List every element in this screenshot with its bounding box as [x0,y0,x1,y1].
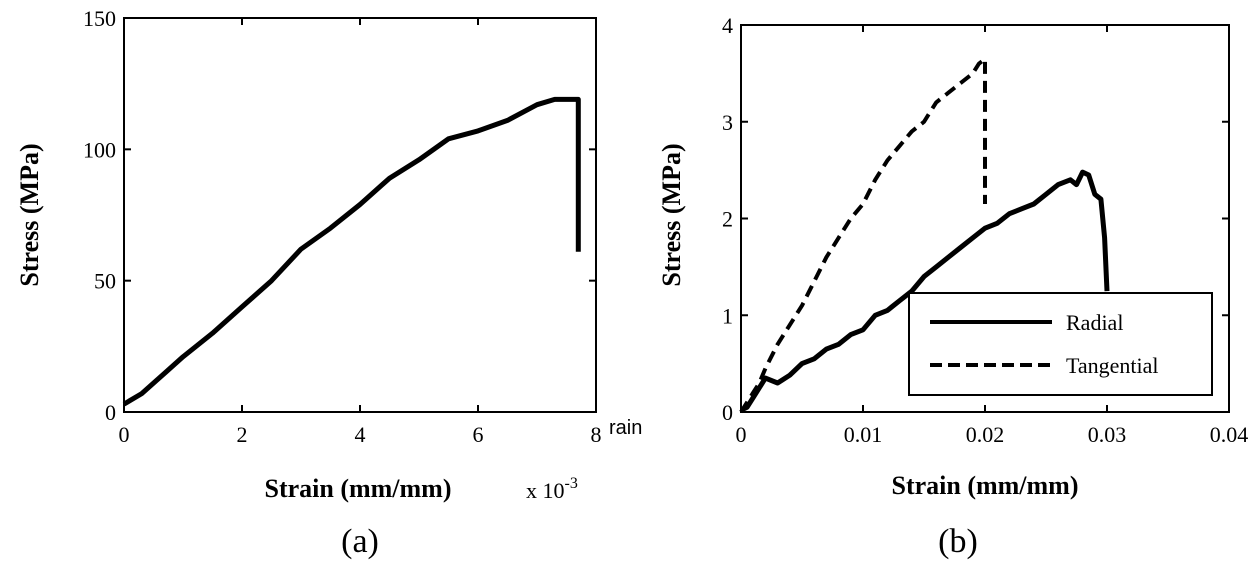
y-tick-label: 0 [105,400,116,425]
y-tick-label: 1 [722,303,733,328]
y-tick-label: 3 [722,110,733,135]
legend-label-radial: Radial [1066,310,1123,335]
y-tick-label: 100 [83,137,116,162]
chart-a-xlabel: Strain (mm/mm) [264,474,451,503]
x-tick-label: 8 [591,422,602,447]
chart-a-x-multiplier-base: x 10 [526,478,565,503]
chart-a-x-multiplier: x 10-3 [526,475,578,503]
caption-a: (a) [341,523,379,560]
chart-panel-b: 0 0.01 0.02 0.03 0.04 0 1 2 3 4 Radial Tangential… [657,13,1248,500]
x-tick-label: 0.04 [1210,422,1249,447]
y-tick-label: 2 [722,207,733,232]
chart-a-frame [123,17,597,413]
series-line-radial [739,169,1110,413]
y-tick-label: 50 [94,269,116,294]
x-tick-label: 6 [473,422,484,447]
y-tick-label: 150 [83,6,116,31]
x-tick-label: 0.01 [844,422,883,447]
x-tick-label: 4 [355,422,366,447]
legend-box [908,292,1213,396]
chart-b-tick-labels: 0 0.01 0.02 0.03 0.04 0 1 2 3 4 [722,13,1248,447]
chart-a-tick-labels: 0 2 4 6 8 0 50 100 150 [83,6,602,447]
x-tick-label: 0.02 [966,422,1005,447]
chart-b-series [739,56,1110,414]
chart-a-ticks [123,17,597,413]
chart-a-series [122,96,581,407]
y-tick-label: 0 [722,400,733,425]
chart-b-ylabel: Stress (MPa) [657,143,686,286]
chart-b-legend: Radial Tangential [908,292,1213,396]
chart-panel-a: 0 2 4 6 8 0 50 100 150 Stress (MPa) Strain (mm/m… [15,6,642,503]
chart-a-clipped-label: rain [609,417,642,439]
chart-b-ticks [740,24,1230,413]
y-tick-label: 4 [722,13,733,38]
series-line-stress-strain [122,96,581,407]
x-tick-label: 0.03 [1088,422,1127,447]
x-tick-label: 0 [736,422,747,447]
caption-b: (b) [938,523,978,560]
x-tick-label: 2 [237,422,248,447]
chart-a-ylabel: Stress (MPa) [15,143,44,286]
chart-b-xlabel: Strain (mm/mm) [891,471,1078,500]
chart-a-x-multiplier-exp: -3 [565,475,578,492]
legend-label-tangential: Tangential [1066,353,1159,378]
x-tick-label: 0 [119,422,130,447]
series-line-tangential [739,56,987,414]
